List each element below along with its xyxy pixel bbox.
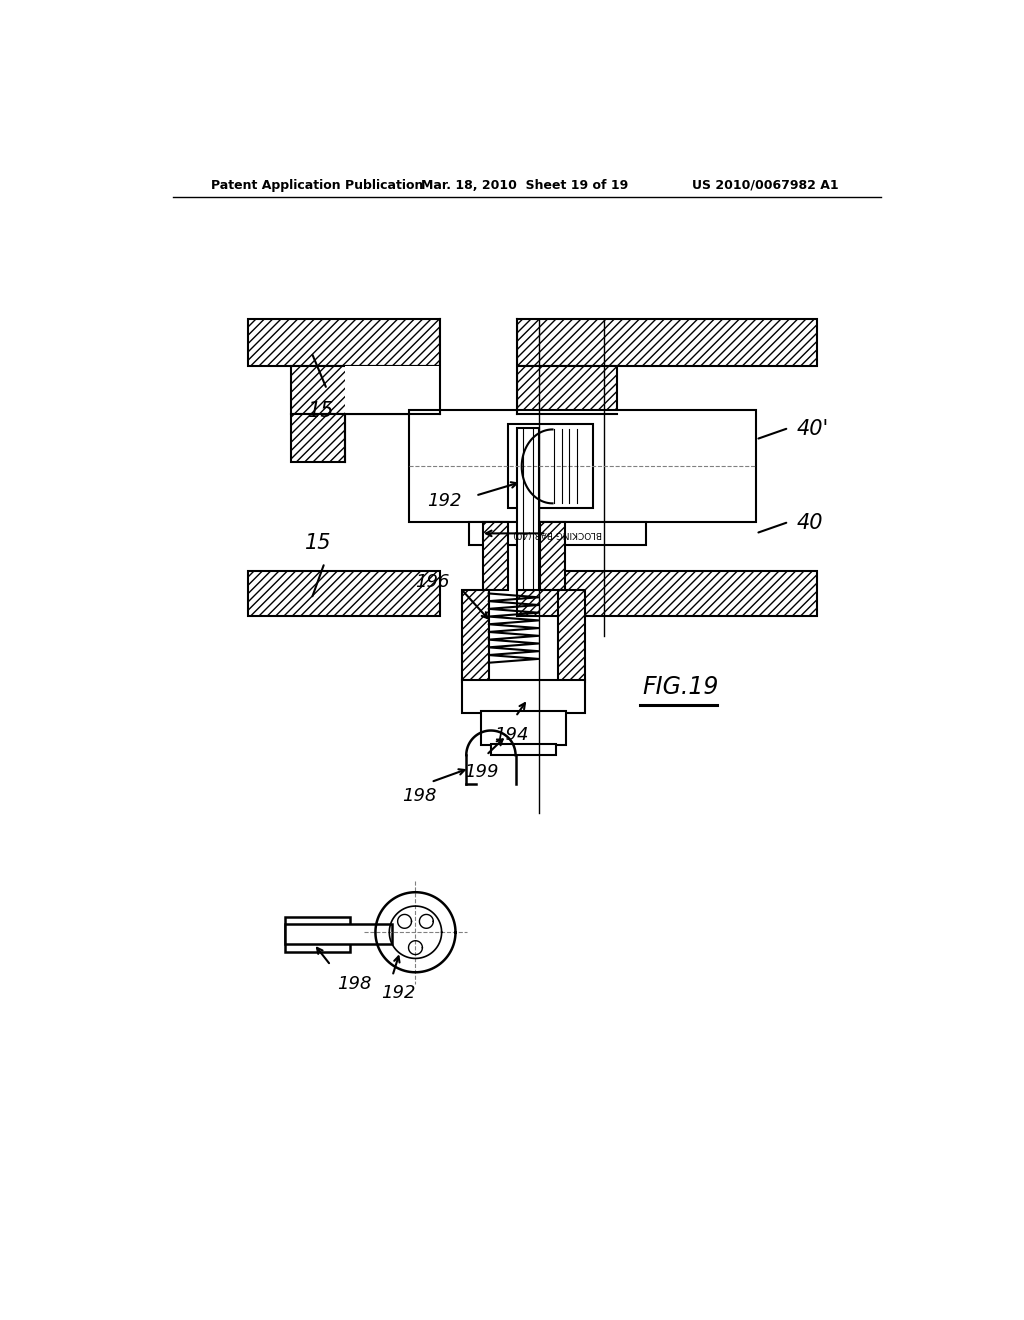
Text: BLOCKING BAR (40): BLOCKING BAR (40) — [513, 529, 602, 537]
Bar — [558, 590, 585, 682]
Bar — [345, 367, 517, 414]
Bar — [541, 521, 565, 590]
Bar — [285, 917, 350, 952]
Bar — [248, 318, 440, 367]
Bar — [481, 711, 565, 744]
Bar — [462, 681, 585, 713]
Bar — [291, 367, 440, 414]
Bar — [462, 590, 488, 682]
Text: 199: 199 — [464, 763, 498, 781]
Text: 40': 40' — [797, 420, 828, 440]
Text: Patent Application Publication: Patent Application Publication — [211, 178, 424, 191]
Bar — [440, 318, 517, 367]
Text: 192: 192 — [381, 983, 416, 1002]
Bar — [285, 924, 392, 944]
Text: US 2010/0067982 A1: US 2010/0067982 A1 — [692, 178, 839, 191]
Bar — [517, 318, 817, 367]
Text: 198: 198 — [337, 974, 372, 993]
Bar — [517, 367, 617, 414]
Bar — [483, 521, 508, 590]
Bar — [490, 743, 556, 755]
Text: 198: 198 — [402, 788, 436, 805]
Bar — [291, 414, 345, 462]
Text: 40: 40 — [797, 513, 823, 533]
Bar — [410, 411, 756, 521]
Bar — [517, 428, 539, 590]
Text: 196: 196 — [416, 573, 451, 591]
Text: 192: 192 — [427, 492, 462, 510]
Text: 15: 15 — [308, 401, 335, 421]
Bar — [248, 572, 440, 615]
Bar — [469, 521, 646, 545]
Bar — [517, 572, 817, 615]
Text: 194: 194 — [495, 726, 529, 744]
Bar — [508, 424, 593, 508]
Text: Mar. 18, 2010  Sheet 19 of 19: Mar. 18, 2010 Sheet 19 of 19 — [421, 178, 629, 191]
Text: FIG.19: FIG.19 — [643, 675, 719, 700]
Text: 15: 15 — [305, 533, 332, 553]
